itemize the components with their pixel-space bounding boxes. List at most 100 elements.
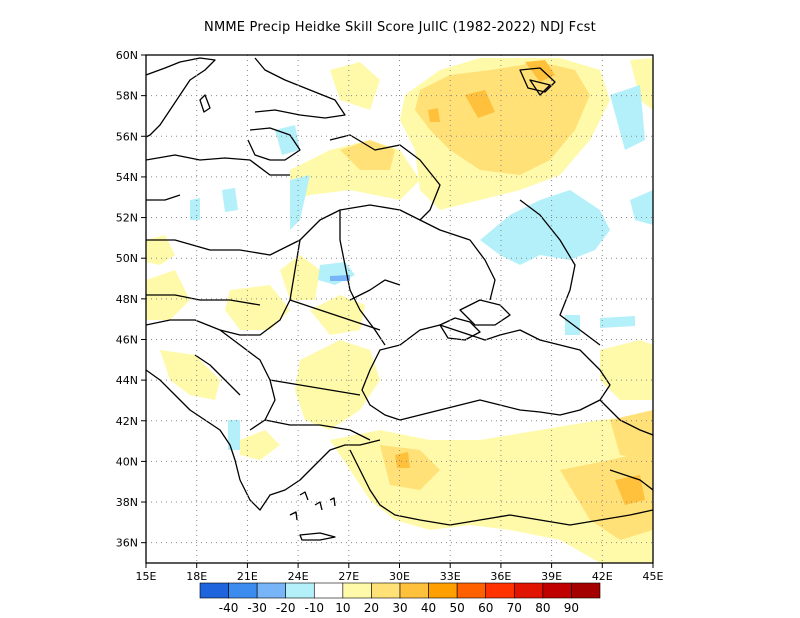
axis-ticks [141, 54, 654, 568]
lat-label-42: 42N [116, 415, 138, 428]
border-8 [264, 419, 371, 441]
lat-label-52: 52N [116, 212, 138, 225]
border-6 [289, 299, 381, 331]
shade-romania-yellow [310, 295, 365, 335]
border-14 [194, 354, 241, 396]
border-15 [349, 279, 401, 301]
colorbar-swatch-8 [428, 582, 458, 599]
shade-ukraine-blue2 [318, 262, 355, 285]
colorbar-label-1: -30 [247, 601, 267, 615]
adriatic-coast [146, 369, 241, 481]
aegean-islands [289, 491, 336, 521]
colorbar-swatch-1 [228, 582, 258, 599]
shade-northeast-orange [465, 90, 495, 118]
shade-blue-mid [330, 275, 350, 281]
azov-sea [459, 299, 511, 326]
lat-label-44: 44N [116, 374, 138, 387]
lake-onega [529, 79, 551, 96]
border-16 [146, 194, 181, 201]
map-title: NMME Precip Heidke Skill Score JulIC (19… [204, 20, 596, 35]
border-2 [219, 239, 301, 336]
lat-tick-labels: 60N 58N 56N 54N 52N 50N 48N 46N 44N 42N 40N 38N 36N [116, 49, 138, 550]
lon-label-33: 33E [440, 570, 461, 583]
lat-label-58: 58N [116, 90, 138, 103]
lon-label-42: 42E [592, 570, 613, 583]
baltic-south-coast [146, 154, 290, 176]
lat-label-38: 38N [116, 496, 138, 509]
shade-poland-yellow [280, 255, 320, 300]
colorbar-swatch-7 [399, 582, 429, 599]
border-5 [339, 210, 386, 346]
shade-adriatic-yellow [160, 350, 220, 400]
border-13 [609, 469, 653, 491]
shade-central-yellow [225, 285, 290, 330]
lat-label-46: 46N [116, 333, 138, 346]
lon-label-15: 15E [136, 570, 157, 583]
gotland [199, 94, 211, 113]
shade-west2-yellow [146, 235, 175, 265]
colorbar-label-3: -10 [304, 601, 324, 615]
lat-label-40: 40N [116, 455, 138, 468]
colorbar-labels: -40 -30 -20 -10 10 20 30 40 50 60 70 80 90 [219, 601, 579, 615]
lon-label-30: 30E [389, 570, 410, 583]
shade-northeast-orange3 [428, 108, 440, 122]
colorbar-label-6: 30 [392, 601, 407, 615]
colorbar [199, 582, 601, 599]
lon-label-18: 18E [186, 570, 207, 583]
shade-west-blue [222, 188, 238, 212]
colorbar-label-8: 50 [450, 601, 465, 615]
border-4 [146, 319, 276, 431]
colorbar-swatch-5 [342, 582, 372, 599]
crete [299, 532, 336, 541]
colorbar-label-10: 70 [507, 601, 522, 615]
shade-ukraine-blue [480, 190, 610, 265]
shade-central-blue [290, 175, 310, 230]
shade-north-yellow [330, 62, 380, 110]
scandinavia-coast [146, 57, 216, 138]
border-7 [269, 379, 361, 396]
colorbar-swatch-3 [285, 582, 315, 599]
black-sea-coast [361, 324, 611, 421]
colorbar-label-7: 40 [421, 601, 436, 615]
shade-east-blue [610, 85, 645, 150]
colorbar-label-2: -20 [276, 601, 296, 615]
colorbar-swatch-6 [371, 582, 401, 599]
shade-turkey-y2 [380, 445, 440, 490]
lon-label-45: 45E [643, 570, 664, 583]
border-3 [146, 294, 261, 306]
shade-east-blue2 [630, 190, 653, 225]
shade-greece-blue [228, 420, 240, 450]
border-10 [469, 239, 496, 301]
lon-label-39: 39E [541, 570, 562, 583]
shade-caucasus-yellow [600, 340, 653, 400]
border-9 [329, 134, 441, 221]
colorbar-swatch-12 [542, 582, 572, 599]
colorbar-swatch-4 [313, 582, 344, 599]
shade-turkey2-y2 [560, 450, 653, 540]
greece-coast [239, 439, 381, 511]
lon-label-21: 21E [237, 570, 258, 583]
aegean-turkey-coast [349, 449, 653, 526]
colorbar-swatch-13 [571, 582, 601, 599]
shade-east-blue4 [600, 316, 635, 328]
border-12 [599, 399, 653, 436]
shade-balkan-yellow [295, 340, 380, 430]
finland-coast [254, 57, 346, 119]
lon-label-27: 27E [338, 570, 359, 583]
colorbar-swatch-0 [199, 582, 229, 599]
crimea [439, 317, 481, 341]
coastlines-borders [146, 57, 653, 541]
lon-label-24: 24E [288, 570, 309, 583]
colorbar-label-5: 20 [364, 601, 379, 615]
shade-east-yellow [630, 58, 653, 110]
estonia-latvia-coast [247, 127, 301, 161]
shade-caucasus-y2 [610, 410, 653, 460]
lat-label-48: 48N [116, 293, 138, 306]
colorbar-label-0: -40 [219, 601, 239, 615]
lat-label-50: 50N [116, 252, 138, 265]
colorbar-label-4: 10 [335, 601, 350, 615]
lat-label-60: 60N [116, 49, 138, 62]
shade-turkey-orange [395, 452, 410, 468]
shade-northeast-orange2 [525, 60, 555, 82]
